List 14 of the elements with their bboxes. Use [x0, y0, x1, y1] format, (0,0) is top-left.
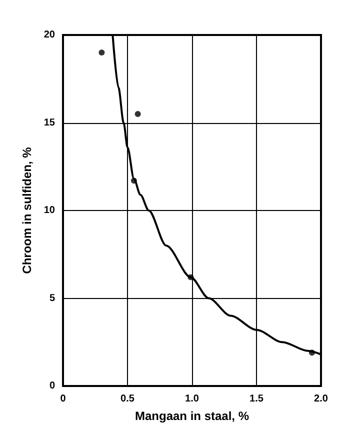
point	[134, 110, 141, 117]
y-tick-label: 5	[49, 292, 56, 304]
x-tick-label: 0	[60, 394, 66, 404]
x-tick-label: 1.0	[185, 394, 200, 404]
y-tick-label: 0	[49, 380, 56, 392]
x-axis-title: Mangaan in staal, %	[134, 409, 250, 423]
y-axis-title: Chroom in sulfiden, %	[20, 146, 34, 274]
y-tick-label: 20	[44, 30, 56, 40]
point	[98, 50, 105, 56]
y-tick-label: 10	[44, 205, 56, 216]
y-tick-label: 15	[44, 117, 56, 128]
x-tick-label: 0.5	[120, 394, 135, 404]
x-tick-label: 1.5	[250, 394, 264, 404]
x-tick-label: 2.0	[314, 394, 328, 404]
